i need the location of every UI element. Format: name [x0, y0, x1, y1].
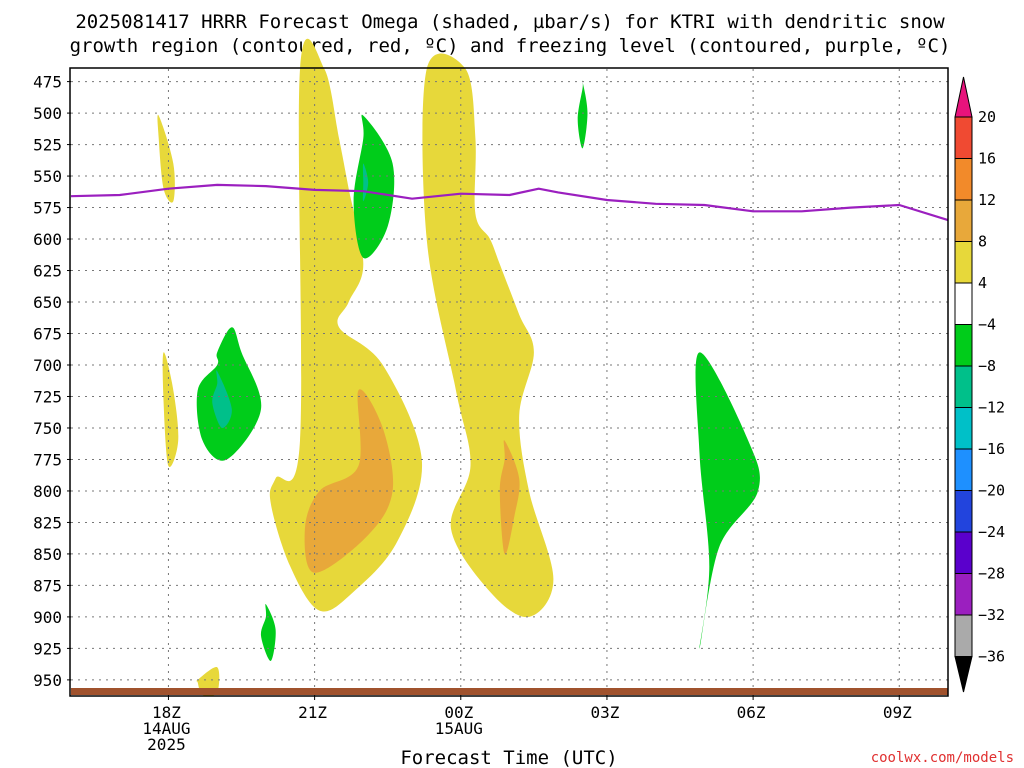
omega-region-9 [196, 327, 262, 461]
colorbar-label: −12 [978, 399, 1005, 417]
omega-region-10 [212, 370, 232, 429]
colorbar-label: 8 [978, 233, 987, 251]
plot-frame [69, 67, 949, 697]
x-tick-label: 18Z [152, 703, 181, 722]
omega-region-1 [304, 389, 394, 573]
freezing-level-layer [70, 183, 949, 222]
colorbar-label: −20 [978, 482, 1005, 500]
colorbar-segment [954, 241, 973, 284]
x-tick-label: 06Z [737, 703, 766, 722]
chart-title-line1: 2025081417 HRRR Forecast Omega (shaded, … [75, 11, 945, 33]
y-tick-label: 650 [33, 293, 62, 312]
omega-colorbar: 20 16 12 8 4 −4 −8 −12 −16 −20 −24 −28 −32 −36 [954, 76, 1005, 693]
colorbar-label: 12 [978, 191, 996, 209]
x-tick-label: 21Z [298, 703, 327, 722]
x-tick-label: 15AUG [435, 719, 483, 738]
y-tick-label: 675 [33, 325, 62, 344]
y-tick-label: 950 [33, 671, 62, 690]
colorbar-label: −4 [978, 316, 996, 334]
y-tick-label: 775 [33, 450, 62, 469]
x-tick-label: 14AUG [142, 719, 190, 738]
colorbar-segment [954, 448, 973, 491]
y-tick-label: 475 [33, 73, 62, 92]
y-axis-ticks: 475 500 525 550 575 600 625 650 675 700 725 750 775 8… [33, 73, 71, 690]
omega-region-7 [353, 114, 395, 259]
colorbar-label: −16 [978, 440, 1005, 458]
colorbar-segment [954, 573, 973, 616]
y-tick-label: 825 [33, 513, 62, 532]
y-tick-label: 900 [33, 608, 62, 627]
colorbar-segment [954, 116, 973, 159]
freezing-level-line [70, 183, 949, 222]
x-tick-label: 03Z [590, 703, 619, 722]
colorbar-segment [954, 407, 973, 450]
y-tick-label: 575 [33, 199, 62, 218]
y-tick-label: 925 [33, 639, 62, 658]
colorbar-segment [954, 199, 973, 242]
colorbar-bottom-arrow [954, 656, 973, 693]
x-tick-label: 09Z [883, 703, 912, 722]
colorbar-label: −32 [978, 606, 1005, 624]
chart-title-line2: growth region (contoured, red, ºC) and f… [70, 35, 951, 57]
y-tick-label: 525 [33, 136, 62, 155]
colorbar-label: 16 [978, 150, 996, 168]
credit-text: coolwx.com/models [871, 750, 1014, 766]
y-tick-label: 725 [33, 387, 62, 406]
x-tick-label: 00Z [444, 703, 473, 722]
colorbar-label: −28 [978, 565, 1005, 583]
colorbar-segment [954, 158, 973, 201]
terrain-ground-strip [71, 688, 948, 695]
y-tick-label: 875 [33, 576, 62, 595]
y-tick-label: 625 [33, 262, 62, 281]
y-tick-label: 850 [33, 545, 62, 564]
colorbar-segment [954, 282, 973, 325]
omega-region-12 [260, 604, 276, 662]
y-tick-label: 550 [33, 167, 62, 186]
colorbar-label: −36 [978, 648, 1005, 666]
x-axis-label: Forecast Time (UTC) [400, 747, 617, 768]
y-tick-label: 750 [33, 419, 62, 438]
colorbar-segment [954, 324, 973, 367]
y-tick-label: 600 [33, 230, 62, 249]
y-tick-label: 700 [33, 356, 62, 375]
colorbar-label: −24 [978, 523, 1005, 541]
x-tick-label: 2025 [147, 735, 186, 754]
colorbar-segment [954, 531, 973, 574]
omega-region-13 [695, 352, 760, 649]
omega-region-3 [499, 440, 520, 555]
colorbar-top-arrow [954, 76, 973, 118]
colorbar-label: 20 [978, 108, 996, 126]
omega-shading-layer [157, 38, 760, 697]
y-tick-label: 500 [33, 104, 62, 123]
colorbar-segment [954, 365, 973, 408]
colorbar-segment [954, 490, 973, 533]
omega-region-4 [157, 114, 175, 203]
omega-region-5 [162, 352, 179, 468]
omega-region-11 [577, 79, 588, 149]
colorbar-label: −8 [978, 357, 996, 375]
omega-region-2 [422, 53, 554, 618]
colorbar-segment [954, 614, 973, 657]
colorbar-label: 4 [978, 274, 987, 292]
y-tick-label: 800 [33, 482, 62, 501]
